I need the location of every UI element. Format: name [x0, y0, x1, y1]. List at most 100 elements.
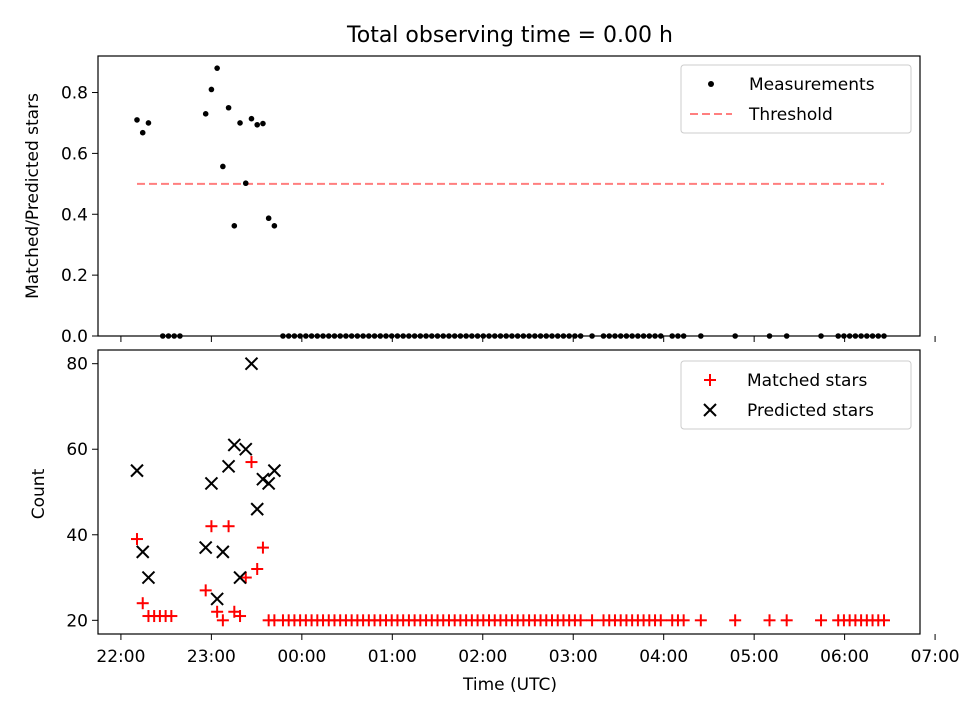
- measurement-point: [680, 333, 687, 339]
- predicted-star-point: [256, 472, 270, 486]
- ratio-legend-box: [680, 64, 912, 134]
- count-legend: Matched stars Predicted stars: [680, 360, 912, 430]
- ratio-ytick-label: 0.6: [61, 144, 88, 164]
- measurement-point: [852, 333, 859, 339]
- measurement-point: [366, 333, 372, 339]
- measurement-point: [532, 333, 538, 339]
- measurement-point: [400, 333, 406, 339]
- predicted-star-point: [250, 502, 264, 516]
- measurement-point: [514, 333, 521, 339]
- measurement-point: [231, 223, 238, 229]
- measurement-point: [145, 120, 152, 126]
- measurement-point: [406, 333, 412, 339]
- measurement-point: [520, 333, 527, 339]
- measurement-point: [572, 333, 578, 339]
- measurement-points: [134, 65, 887, 339]
- predicted-star-point: [141, 570, 156, 585]
- count-ytick-label: 60: [66, 440, 88, 460]
- matched-star-point: [251, 562, 264, 575]
- measurement-point: [308, 333, 315, 339]
- ratio-yaxis: 0.0 0.2 0.4 0.6 0.8: [61, 84, 98, 347]
- matched-star-point: [256, 541, 269, 554]
- legend-predicted-label: Predicted stars: [747, 401, 874, 421]
- matched-star-point: [574, 614, 587, 627]
- matched-star-point: [815, 614, 828, 627]
- measurement-point: [337, 333, 344, 339]
- measurement-point: [480, 333, 487, 339]
- measurement-point: [165, 333, 172, 339]
- measurement-point: [177, 333, 183, 339]
- measurement-point: [503, 333, 510, 339]
- measurement-point: [434, 333, 441, 339]
- measurement-point: [606, 333, 613, 339]
- measurement-point: [314, 333, 321, 339]
- ratio-ytick-label: 0.8: [61, 84, 88, 104]
- measurement-point: [291, 333, 298, 339]
- measurement-point: [652, 333, 658, 339]
- measurement-point: [214, 65, 220, 71]
- matched-star-point: [136, 597, 149, 610]
- measurement-point: [566, 333, 572, 339]
- measurement-point: [139, 129, 146, 136]
- count-xtick-label: 02:00: [458, 647, 507, 667]
- measurement-point: [841, 333, 847, 339]
- count-ylabel: Count: [29, 468, 49, 519]
- count-xtick-label: 01:00: [368, 647, 417, 667]
- measurement-point: [783, 333, 790, 339]
- matched-star-point: [245, 456, 258, 469]
- measurement-point: [428, 333, 435, 339]
- legend-predicted-marker: [703, 403, 717, 417]
- measurement-point: [254, 121, 261, 128]
- matched-star-point: [694, 614, 707, 627]
- measurement-point: [134, 117, 140, 123]
- count-xtick-label: 00:00: [277, 647, 326, 667]
- measurement-point: [491, 333, 498, 339]
- predicted-star-point: [130, 463, 144, 478]
- measurement-point: [669, 333, 676, 339]
- measurement-point: [600, 333, 607, 339]
- count-xtick-label: 06:00: [820, 647, 869, 667]
- ratio-panel: Matched/Predicted stars 0.00.20.40.60.8 …: [23, 55, 936, 347]
- measurement-point: [537, 333, 544, 339]
- measurement-point: [835, 333, 842, 339]
- matched-star-point: [211, 605, 224, 618]
- measurement-point: [675, 333, 681, 339]
- measurement-point: [237, 120, 243, 126]
- measurement-point: [348, 333, 355, 339]
- matched-star-point: [763, 614, 776, 627]
- matched-star-point: [677, 614, 690, 627]
- measurement-point: [646, 333, 653, 339]
- predicted-star-point: [233, 570, 247, 585]
- measurement-point: [526, 333, 532, 339]
- measurement-point: [202, 111, 209, 117]
- measurement-point: [543, 333, 550, 339]
- count-xtick-label: 05:00: [730, 647, 779, 667]
- matched-star-point: [234, 610, 247, 623]
- measurement-point: [766, 333, 773, 339]
- legend-matched-marker: [704, 374, 716, 386]
- predicted-star-point: [239, 442, 253, 456]
- count-xtick-label: 22:00: [96, 647, 145, 667]
- predicted-star-point: [210, 592, 224, 606]
- count-panel: Count Time (UTC) 20 40 60 80 22:00 23:00 00:0…: [29, 349, 960, 695]
- measurement-point: [474, 333, 481, 339]
- measurement-point: [260, 120, 266, 127]
- matched-star-point: [199, 584, 212, 597]
- measurement-point: [242, 180, 249, 187]
- measurement-point: [225, 104, 232, 111]
- measurement-point: [463, 333, 469, 339]
- measurement-point: [875, 333, 882, 339]
- predicted-star-point: [244, 356, 259, 371]
- measurement-point: [208, 86, 215, 93]
- measurement-point: [549, 333, 555, 339]
- count-ytick-label: 40: [66, 526, 88, 546]
- measurement-point: [657, 333, 664, 339]
- measurement-point: [159, 333, 166, 339]
- matched-star-point: [586, 614, 599, 627]
- measurement-point: [325, 333, 332, 339]
- matched-star-point: [239, 571, 252, 584]
- measurement-point: [248, 115, 255, 122]
- count-ytick-label: 20: [66, 611, 88, 631]
- measurement-point: [640, 333, 647, 339]
- measurement-point: [360, 333, 366, 339]
